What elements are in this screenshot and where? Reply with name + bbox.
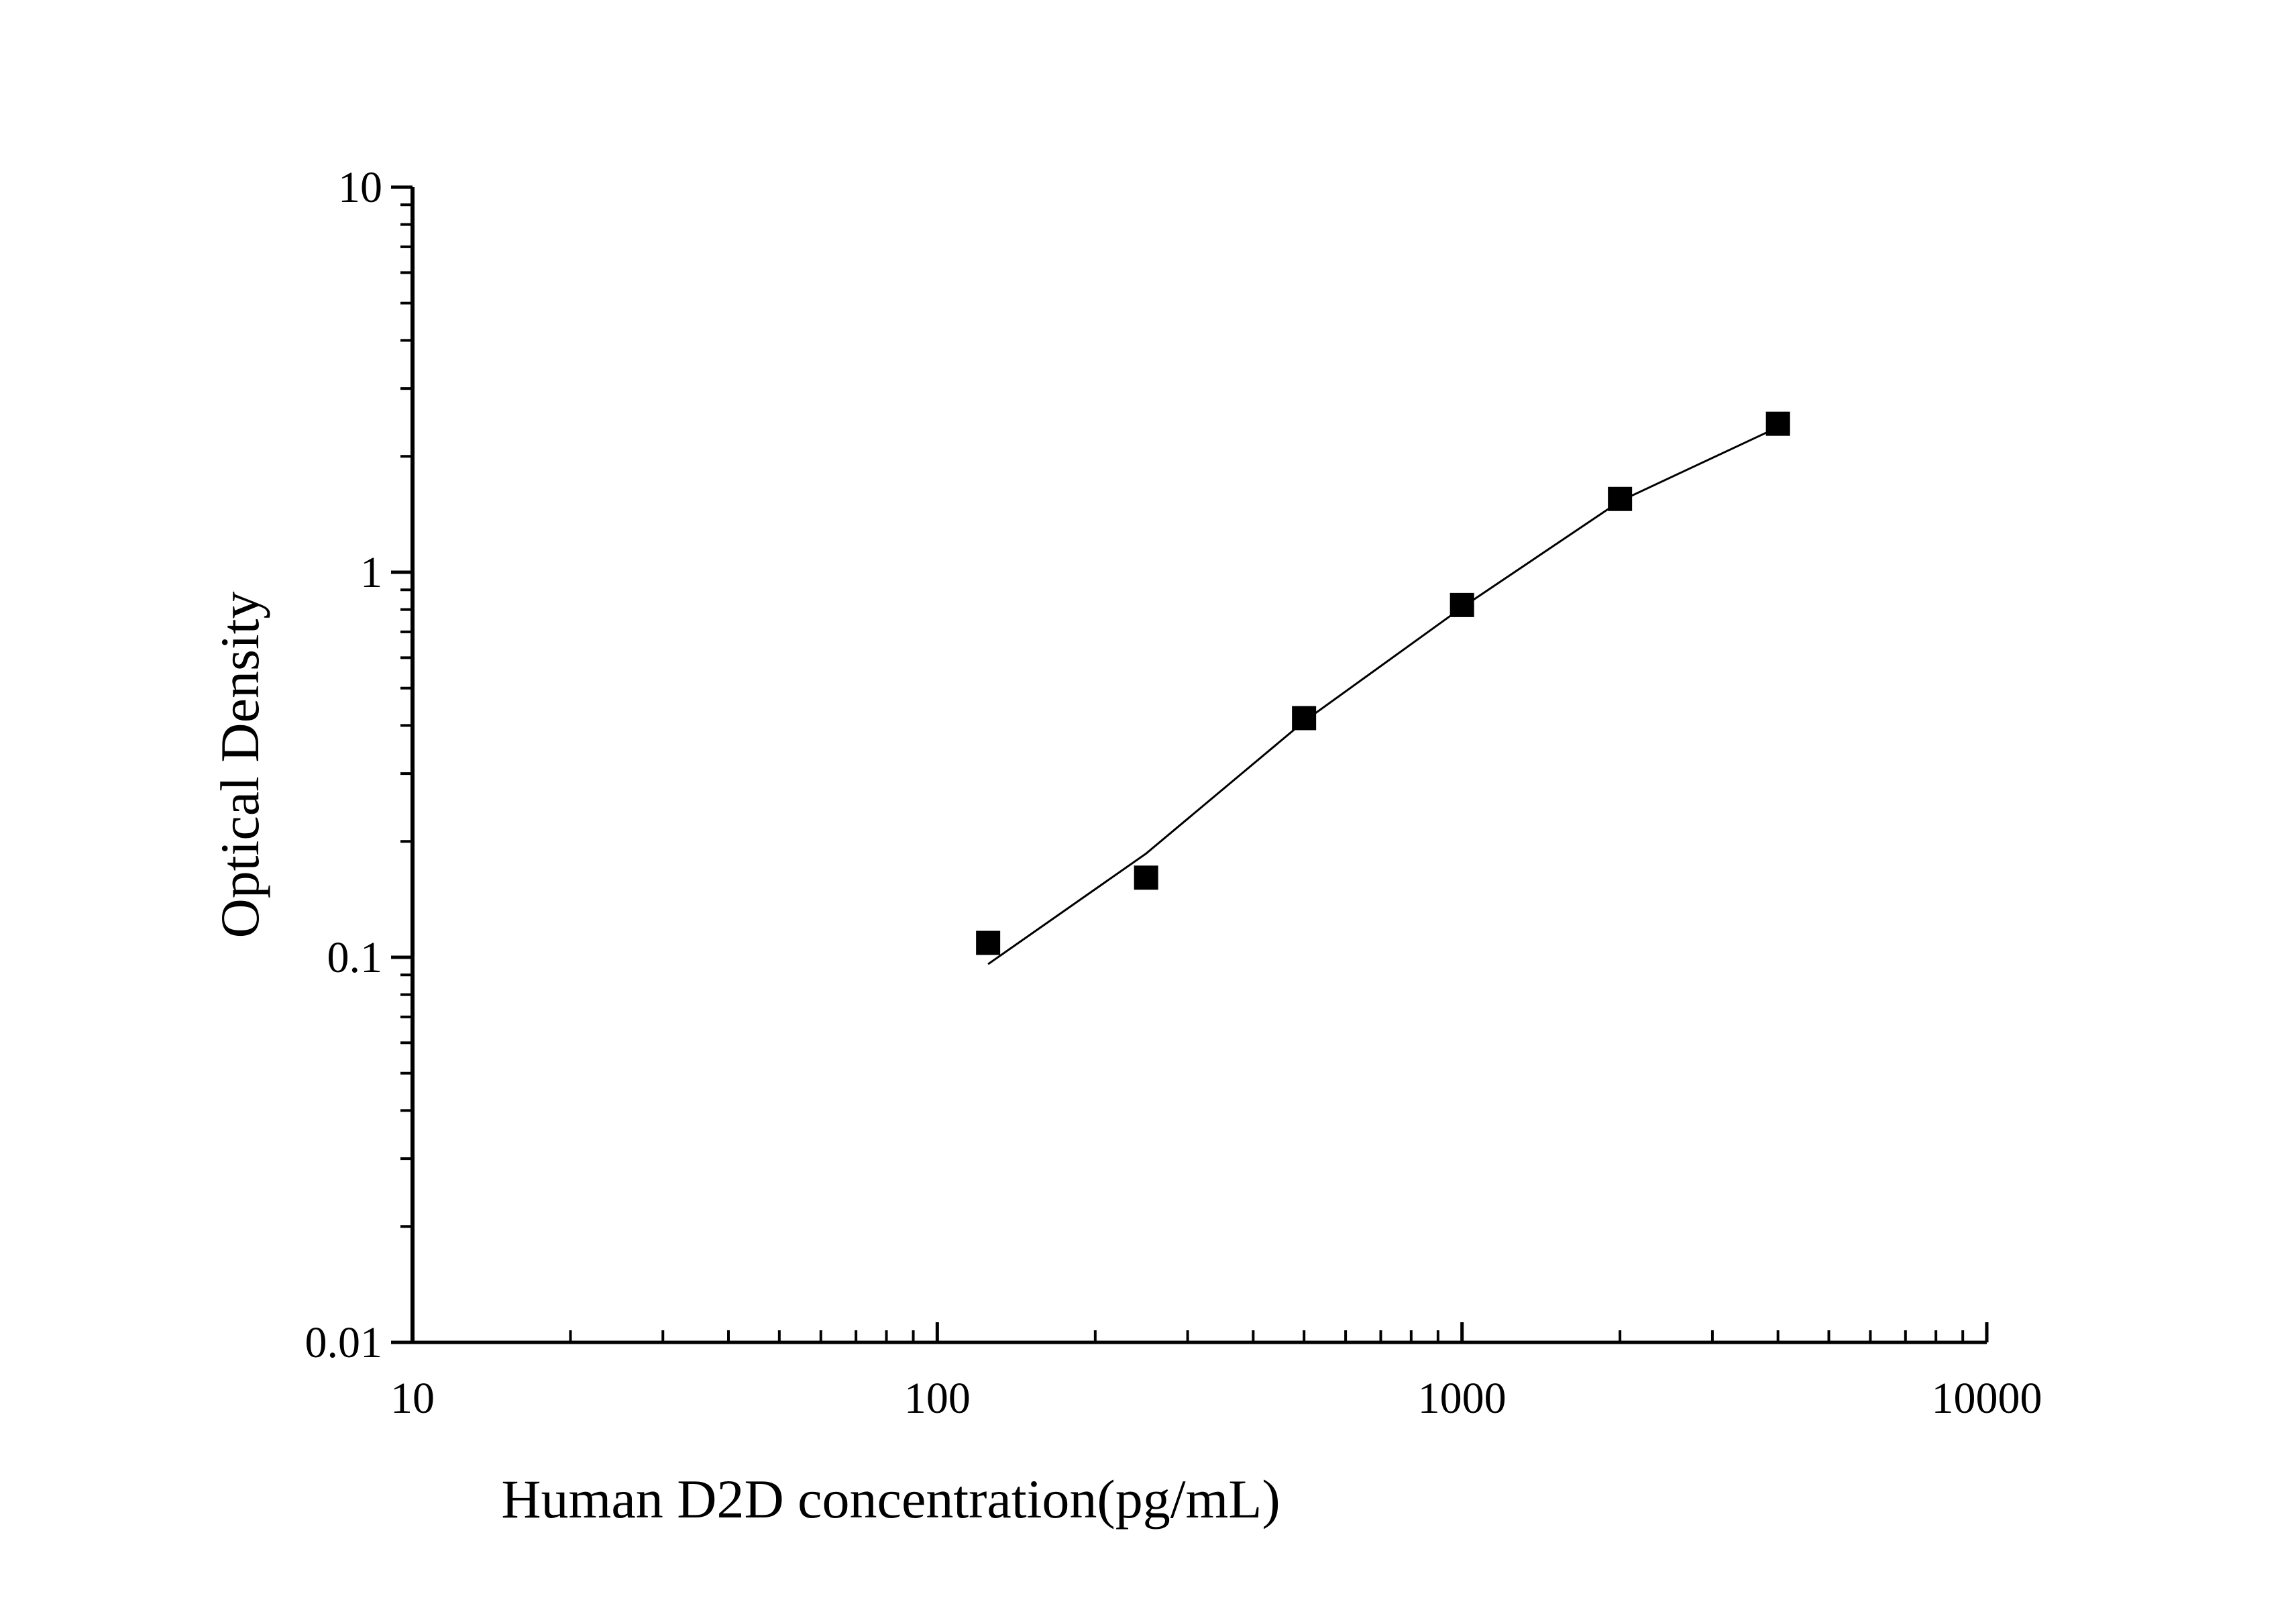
x-tick-label: 100: [904, 1374, 971, 1423]
data-point: [1292, 706, 1317, 731]
y-axis-title: Optical Density: [209, 592, 270, 939]
data-point: [976, 930, 1001, 955]
y-tick-label: 0.01: [305, 1318, 383, 1367]
x-axis-title: Human D2D concentration(pg/mL): [501, 1468, 1280, 1530]
series: [976, 411, 1790, 965]
fit-curve: [987, 426, 1779, 965]
y-tick-label: 0.1: [327, 933, 383, 982]
data-point: [1134, 865, 1158, 890]
axes: [411, 187, 1987, 1344]
x-tick-label: 10000: [1932, 1374, 2042, 1423]
ticks: 10 100 1000 10000 0.01 0.1 1 10: [305, 163, 2042, 1423]
x-tick-label: 10: [390, 1374, 435, 1423]
data-point: [1765, 411, 1790, 436]
y-tick-label: 10: [338, 163, 382, 212]
data-point: [1450, 592, 1474, 617]
y-tick-label: 1: [360, 548, 382, 597]
data-point: [1608, 486, 1633, 511]
x-tick-label: 1000: [1418, 1374, 1507, 1423]
